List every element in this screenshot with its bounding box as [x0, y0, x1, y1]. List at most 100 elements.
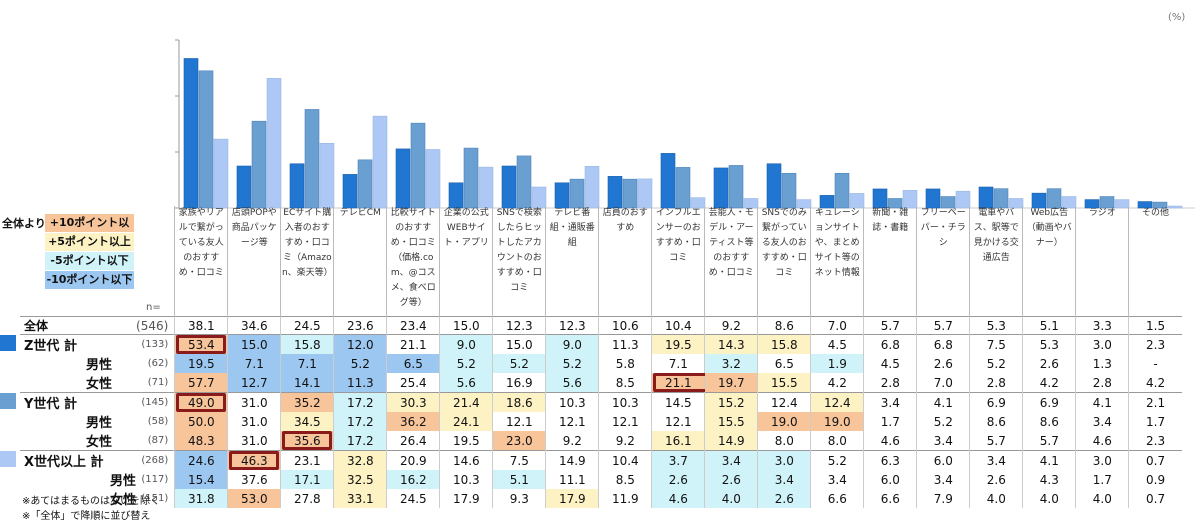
cell-value: 9.0	[456, 337, 476, 352]
table-cell: 10.4	[651, 316, 705, 335]
grouped-bar-chart	[175, 39, 1195, 209]
table-cell: 50.0	[174, 412, 228, 431]
cell-value: 9.2	[721, 318, 741, 333]
cell-value: 5.2	[562, 356, 582, 371]
table-row: 男性 (62) 19.5 7.1 7.1 5.2 6.5 5.2 5.2 5.2 5.8 7.1 3.2…	[20, 354, 1182, 373]
cell-value: 24.6	[187, 453, 215, 468]
table-cell: 19.5	[651, 334, 705, 354]
cell-value: 10.4	[664, 318, 692, 333]
table-cell: 1.7	[1128, 412, 1182, 431]
table-cell: 14.5	[651, 392, 705, 412]
cell-value: 3.4	[827, 472, 847, 487]
cell-value: 8.6	[986, 414, 1006, 429]
bar-y-1	[251, 120, 267, 209]
table-cell: 5.7	[916, 316, 970, 335]
table-cell: 15.0	[439, 316, 493, 335]
table-cell: 12.4	[757, 392, 811, 412]
cell-value: 4.6	[880, 433, 900, 448]
cell-value: 16.1	[664, 433, 692, 448]
cell-value: 4.5	[880, 356, 900, 371]
bar-x-5	[478, 166, 494, 209]
cell-value: 5.2	[509, 356, 529, 371]
cell-value: 2.1	[1146, 395, 1166, 410]
cell-value: 4.5	[827, 337, 847, 352]
table-cell: 3.4	[916, 470, 970, 489]
table-cell: 31.8	[174, 489, 228, 508]
cell-value: 36.2	[399, 414, 427, 429]
bar-y-4	[410, 122, 426, 209]
table-cell: 26.4	[386, 431, 440, 451]
table-cell: 8.6	[1022, 412, 1076, 431]
table-cell: 1.5	[1128, 316, 1182, 335]
table-cell: 3.4	[969, 450, 1023, 470]
table-cell: 3.4	[757, 470, 811, 489]
table-row: 男性 (117) 15.4 37.6 17.1 32.5 16.2 10.3 5.1 11.1 8.…	[20, 470, 1182, 489]
table-cell: 16.2	[386, 470, 440, 489]
bar-z-2	[289, 163, 305, 209]
table-cell: 2.6	[916, 354, 970, 373]
cell-value: 25.4	[399, 375, 427, 390]
bar-y-11	[781, 172, 797, 209]
row-label-text: 男性	[86, 416, 113, 431]
cell-value: 11.3	[346, 375, 374, 390]
bar-y-7	[569, 178, 585, 209]
cell-value: 7.9	[933, 491, 953, 506]
bar-y-9	[675, 167, 691, 209]
cell-value: 5.7	[1039, 433, 1059, 448]
cell-value: 2.6	[1039, 356, 1059, 371]
cell-value: 2.8	[986, 375, 1006, 390]
table-cell: 53.0	[227, 489, 281, 508]
table-cell: 35.6	[280, 431, 334, 451]
cell-value: 2.3	[1146, 337, 1166, 352]
cell-value: 27.8	[293, 491, 321, 506]
table-cell: 15.4	[174, 470, 228, 489]
table-cell: 2.8	[863, 373, 917, 393]
cell-value: 6.8	[880, 337, 900, 352]
table-cell: 11.3	[598, 334, 652, 354]
cell-value: 5.2	[986, 356, 1006, 371]
table-cell: 12.1	[598, 412, 652, 431]
row-label-text: 女性	[110, 493, 137, 508]
table-cell: 8.0	[757, 431, 811, 451]
table-cell: 6.5	[757, 354, 811, 373]
cell-value: 38.1	[187, 318, 215, 333]
cell-value: 6.6	[880, 491, 900, 506]
cell-value: 9.2	[562, 433, 582, 448]
bar-z-10	[713, 167, 729, 209]
unit-label: (%)	[1168, 12, 1186, 23]
table-cell: 8.6	[969, 412, 1023, 431]
table-cell: 14.3	[704, 334, 758, 354]
table-cell: 15.0	[492, 334, 546, 354]
column-header: その他	[1128, 206, 1182, 317]
bar-z-8	[607, 176, 623, 209]
cell-value: 8.0	[774, 433, 794, 448]
cell-value: 0.7	[1146, 491, 1166, 506]
cell-value: 24.5	[293, 318, 321, 333]
table-cell: 3.7	[651, 450, 705, 470]
cell-value: 5.1	[509, 472, 529, 487]
table-cell: 16.1	[651, 431, 705, 451]
cell-value: 3.7	[668, 453, 688, 468]
table-cell: 4.6	[1075, 431, 1129, 451]
table-cell: 3.0	[1075, 334, 1129, 354]
cell-value: 53.0	[240, 491, 268, 506]
column-header: Web広告（動画やバナー）	[1022, 206, 1076, 317]
table-cell: 6.8	[916, 334, 970, 354]
cell-value: 24.1	[452, 414, 480, 429]
cell-value: 10.3	[558, 395, 586, 410]
table-cell: 5.6	[439, 373, 493, 393]
table-cell: 8.6	[757, 316, 811, 335]
table-cell: 7.0	[916, 373, 970, 393]
table-cell: 57.7	[174, 373, 228, 393]
bar-z-4	[395, 148, 411, 209]
cell-value: 4.3	[1039, 472, 1059, 487]
table-cell: 4.6	[863, 431, 917, 451]
table-cell: 6.0	[863, 470, 917, 489]
table-cell: 12.3	[545, 316, 599, 335]
series-swatch-icon	[0, 335, 16, 351]
table-cell: 5.2	[810, 450, 864, 470]
row-label: 男性	[20, 470, 136, 489]
table-cell: 12.1	[545, 412, 599, 431]
table-cell: 6.6	[863, 489, 917, 508]
cell-value: 32.5	[346, 472, 374, 487]
